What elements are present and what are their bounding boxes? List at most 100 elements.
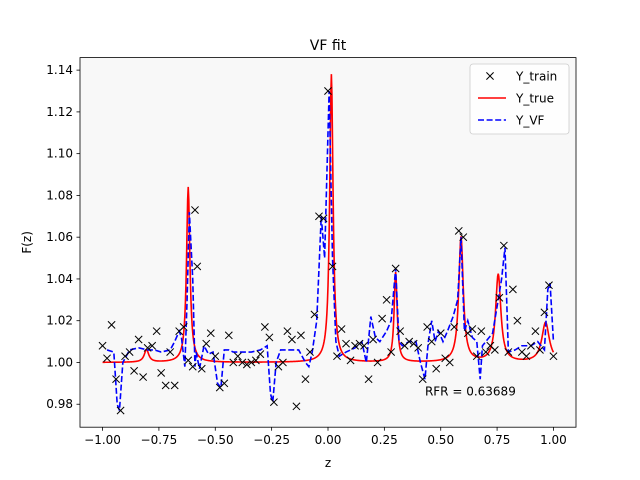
legend: Y_train Y_true Y_VF [469,63,570,135]
y-train-point [396,327,405,336]
y-train-point [161,381,170,390]
y-train-point [468,325,477,334]
legend-frame [469,63,570,135]
y-train-point [328,262,337,271]
y-train-point [418,375,427,384]
y-train-point [544,281,553,290]
y-train-point [310,310,319,319]
y-train-point [423,323,432,331]
y-train-point [346,356,355,365]
y-train-point [184,356,193,365]
x-tick-label: 0.25 [371,433,398,447]
y-train-point [188,362,197,371]
x-tick-label: −1.00 [84,433,121,447]
y-train-point [220,379,229,388]
y-train-point [269,398,278,407]
y-train-point [202,339,211,348]
y-train-point [130,366,139,375]
y-train-point [324,87,332,95]
y-train-point [342,339,350,348]
y-train-point [535,345,544,354]
y-train-point [427,337,436,346]
axis-ticks: −1.00 −0.75 −0.50 −0.25 0.00 0.25 0.50 0.75 1.00… [46,63,567,447]
legend-label: Y_VF [515,114,545,128]
x-tick-label: −0.25 [253,433,290,447]
x-tick-label: 0.50 [427,433,454,447]
y-train-point [166,348,175,356]
y-train-point [355,339,364,348]
y-train-point [360,341,369,350]
y-train-point [292,402,301,411]
y-train-point [191,206,199,214]
y-train-point [179,323,188,331]
y-tick-label: 1.08 [46,188,73,202]
y-tick-label: 1.02 [46,314,73,328]
x-tick-label: 0.00 [315,433,342,447]
y-tick-label: 1.00 [46,355,73,369]
y-train-point [369,335,378,344]
y-train-point [107,320,116,329]
y-train-point [472,352,481,361]
y-train-point [387,348,396,356]
y-train-point [206,329,215,338]
y-train-point [157,368,166,377]
y-train-point [112,375,121,384]
y-train-point [499,241,508,250]
y-train-point [287,335,296,344]
y-train-point [378,314,387,323]
y-train-point [296,331,305,340]
x-tick-label: 1.00 [540,433,567,447]
y-train-point [211,352,220,361]
y-train-point [382,295,391,304]
y-train-point [193,262,202,271]
y-train-point [319,214,328,223]
legend-item: Y_true [478,92,554,106]
x-tick-label: −0.50 [197,433,234,447]
y-tick-label: 1.04 [46,272,73,286]
y-train-point [247,358,256,367]
y-train-point [229,358,238,367]
y-train-point [477,327,486,336]
y-train-point [522,352,531,361]
y-train-point [445,358,454,367]
y-train-point [454,226,463,235]
y-train-point [364,375,373,384]
x-axis-label: z [325,456,331,470]
y-train-point [337,325,346,334]
y-train-point [260,323,269,331]
y-train-point [333,352,341,361]
series-layer [98,74,558,415]
y-train-point [315,212,323,221]
y-train-point [224,331,233,340]
y-tick-label: 1.14 [46,63,73,77]
y-train-point [242,360,251,369]
y-train-point [256,350,265,359]
legend-label: Y_train [515,70,557,84]
x-tick-label: −0.75 [141,433,178,447]
y-tick-label: 1.06 [46,230,73,244]
y-train-point [134,335,143,344]
y-train-point [481,348,490,356]
y-train-point [540,308,549,317]
y-train-point [436,329,445,338]
y-train-point [531,327,540,336]
y-tick-label: 0.98 [46,397,73,411]
y-train-point [152,327,161,336]
y-train-point [143,343,152,352]
y-train-point [170,381,179,390]
y-train-point [116,406,125,415]
y-train-point [414,343,423,352]
y-train-point [508,285,517,294]
y-train-point [432,364,441,373]
y-tick-label: 1.12 [46,105,73,119]
y-train-point [238,358,247,367]
chart-title: VF fit [310,38,347,54]
legend-item: Y_train [486,70,557,84]
y-train-point [405,337,414,346]
y-train-point [125,348,134,356]
plot-frame [79,57,577,428]
rfr-annotation: RFR = 0.63689 [425,385,516,399]
y-train-point [504,348,513,356]
y-train-point [197,364,206,373]
